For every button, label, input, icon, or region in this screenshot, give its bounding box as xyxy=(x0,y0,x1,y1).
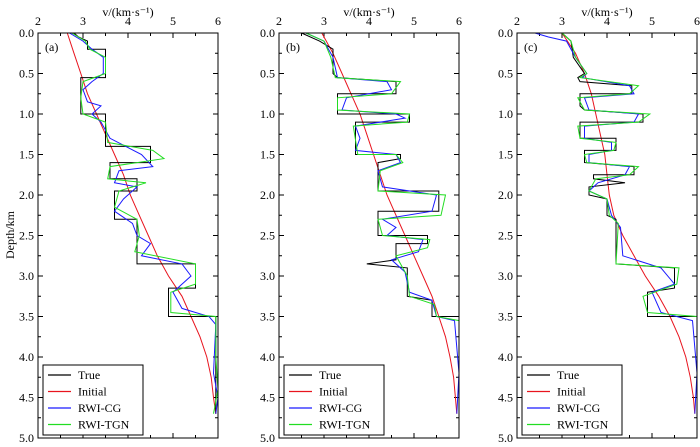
series-true xyxy=(73,32,217,414)
legend-box xyxy=(42,364,144,436)
y-tick-label: 0.0 xyxy=(260,26,275,40)
legend-entry: RWI-TGN xyxy=(319,418,371,432)
y-tick-label: 0.0 xyxy=(498,26,513,40)
y-tick-label: 5.0 xyxy=(498,431,513,445)
x-tick-label: 6 xyxy=(456,14,462,28)
legend-entry: True xyxy=(78,368,100,382)
y-tick-label: 3.0 xyxy=(498,269,513,283)
legend-entry: Initial xyxy=(557,385,586,399)
y-tick-label: 4.0 xyxy=(260,350,275,364)
y-tick-label: 5.0 xyxy=(19,431,34,445)
panel-label: (b) xyxy=(286,40,300,54)
x-tick-label: 4 xyxy=(125,14,131,28)
legend-entry: RWI-CG xyxy=(319,401,363,415)
y-tick-label: 0.5 xyxy=(19,67,34,81)
series-rwi-tgn xyxy=(71,32,219,414)
y-tick-label: 1.0 xyxy=(260,107,275,121)
legend-entry: True xyxy=(557,368,579,382)
x-axis-title: v/(km·s⁻¹) xyxy=(102,5,153,19)
series-rwi-cg xyxy=(69,32,219,414)
y-tick-label: 1.5 xyxy=(260,148,275,162)
y-tick-label: 0.5 xyxy=(260,67,275,81)
y-tick-label: 2.5 xyxy=(498,229,513,243)
y-tick-label: 3.0 xyxy=(19,269,34,283)
plot-frame xyxy=(278,32,460,439)
y-tick-label: 1.0 xyxy=(19,107,34,121)
x-tick-label: 4 xyxy=(604,14,610,28)
x-tick-label: 2 xyxy=(514,14,520,28)
x-tick-label: 3 xyxy=(80,14,86,28)
plot-frame xyxy=(516,32,698,439)
legend-entry: RWI-CG xyxy=(557,401,601,415)
legend-entry: RWI-TGN xyxy=(557,418,609,432)
y-tick-label: 1.5 xyxy=(498,148,513,162)
panel-2: 2 3 4 5 6 0.0 0.5 1.0 1.5 2.0 2.5 3.0 3.5 4.0 4.5 5.0 (b… xyxy=(260,5,462,445)
legend-box xyxy=(283,364,385,436)
x-tick-label: 3 xyxy=(321,14,327,28)
y-tick-label: 3.0 xyxy=(260,269,275,283)
y-tick-label: 2.0 xyxy=(260,188,275,202)
series-rwi-tgn xyxy=(305,32,460,414)
y-tick-label: 4.5 xyxy=(498,391,513,405)
legend: True Initial RWI-CG RWI-TGN xyxy=(521,364,623,436)
y-axis-title: Depth/km xyxy=(3,210,17,259)
legend-entry: Initial xyxy=(78,385,107,399)
x-tick-label: 5 xyxy=(411,14,417,28)
x-axis-title: v/(km·s⁻¹) xyxy=(581,5,632,19)
x-tick-label: 3 xyxy=(559,14,565,28)
panel-3: 2 3 4 5 6 0.0 0.5 1.0 1.5 2.0 2.5 3.0 3.5 4.0 4.5 5.0 (c… xyxy=(498,5,700,445)
panel-1: 2 3 4 5 6 0.0 0.5 1.0 1.5 2.0 2.5 3.0 3.5 4.0 4.5 5.0 (a… xyxy=(19,5,221,445)
x-tick-label: 5 xyxy=(170,14,176,28)
legend-box xyxy=(521,364,623,436)
y-tick-label: 3.5 xyxy=(260,310,275,324)
legend-entry: RWI-CG xyxy=(78,401,122,415)
y-tick-label: 2.0 xyxy=(19,188,34,202)
x-axis-title: v/(km·s⁻¹) xyxy=(343,5,394,19)
y-tick-label: 0.5 xyxy=(498,67,513,81)
y-tick-label: 4.0 xyxy=(498,350,513,364)
x-tick-label: 6 xyxy=(215,14,221,28)
series-initial xyxy=(66,32,217,414)
legend: True Initial RWI-CG RWI-TGN xyxy=(42,364,144,436)
y-tick-label: 1.5 xyxy=(19,148,34,162)
y-tick-label: 4.5 xyxy=(19,391,34,405)
y-tick-label: 5.0 xyxy=(260,431,275,445)
y-tick-label: 2.0 xyxy=(498,188,513,202)
x-tick-label: 4 xyxy=(366,14,372,28)
y-tick-label: 4.5 xyxy=(260,391,275,405)
series-rwi-tgn xyxy=(561,32,698,414)
y-tick-label: 2.5 xyxy=(19,229,34,243)
legend-entry: True xyxy=(319,368,341,382)
legend: True Initial RWI-CG RWI-TGN xyxy=(283,364,385,436)
y-tick-label: 2.5 xyxy=(260,229,275,243)
legend-entry: RWI-TGN xyxy=(78,418,130,432)
x-tick-label: 5 xyxy=(649,14,655,28)
y-tick-label: 0.0 xyxy=(19,26,34,40)
x-tick-label: 6 xyxy=(694,14,700,28)
x-tick-label: 2 xyxy=(35,14,41,28)
y-tick-label: 3.5 xyxy=(19,310,34,324)
legend-entry: Initial xyxy=(319,385,348,399)
panel-label: (a) xyxy=(45,40,58,54)
series-rwi-cg xyxy=(305,32,460,414)
series-true xyxy=(561,32,698,414)
y-tick-label: 4.0 xyxy=(19,350,34,364)
plot-frame xyxy=(37,32,219,439)
y-tick-label: 1.0 xyxy=(498,107,513,121)
panel-label: (c) xyxy=(524,40,537,54)
y-tick-label: 3.5 xyxy=(498,310,513,324)
x-tick-label: 2 xyxy=(276,14,282,28)
series-true xyxy=(301,32,460,414)
series-initial xyxy=(561,32,696,414)
